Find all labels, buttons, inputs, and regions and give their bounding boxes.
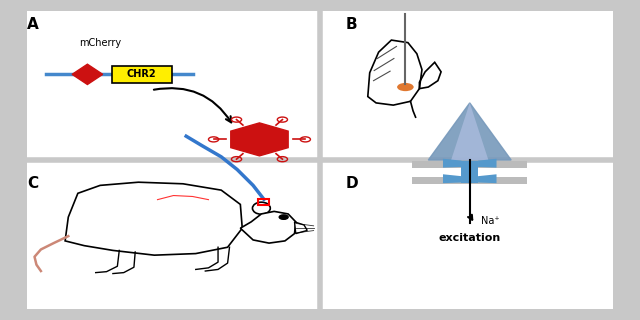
Text: C: C bbox=[27, 176, 38, 191]
Polygon shape bbox=[72, 64, 102, 84]
Circle shape bbox=[279, 215, 288, 219]
Text: A: A bbox=[27, 17, 38, 32]
Polygon shape bbox=[443, 159, 461, 168]
Polygon shape bbox=[241, 212, 296, 243]
Polygon shape bbox=[451, 103, 488, 160]
Polygon shape bbox=[294, 222, 307, 234]
Text: Na⁺: Na⁺ bbox=[481, 216, 500, 226]
Text: mCherry: mCherry bbox=[79, 38, 121, 48]
Polygon shape bbox=[443, 174, 461, 183]
Text: excitation: excitation bbox=[438, 233, 501, 243]
Text: B: B bbox=[346, 17, 357, 32]
FancyBboxPatch shape bbox=[111, 66, 172, 83]
FancyArrowPatch shape bbox=[468, 215, 472, 220]
Polygon shape bbox=[428, 103, 511, 160]
Polygon shape bbox=[231, 123, 288, 156]
Text: CHR2: CHR2 bbox=[127, 69, 156, 79]
Polygon shape bbox=[478, 159, 497, 168]
Polygon shape bbox=[65, 182, 243, 255]
Bar bbox=[412, 177, 527, 184]
FancyArrowPatch shape bbox=[154, 88, 231, 122]
Polygon shape bbox=[478, 174, 497, 183]
Bar bbox=[461, 161, 478, 183]
Ellipse shape bbox=[252, 202, 270, 214]
FancyBboxPatch shape bbox=[27, 11, 613, 309]
Bar bbox=[412, 161, 527, 168]
Text: D: D bbox=[346, 176, 358, 191]
Circle shape bbox=[397, 83, 413, 91]
